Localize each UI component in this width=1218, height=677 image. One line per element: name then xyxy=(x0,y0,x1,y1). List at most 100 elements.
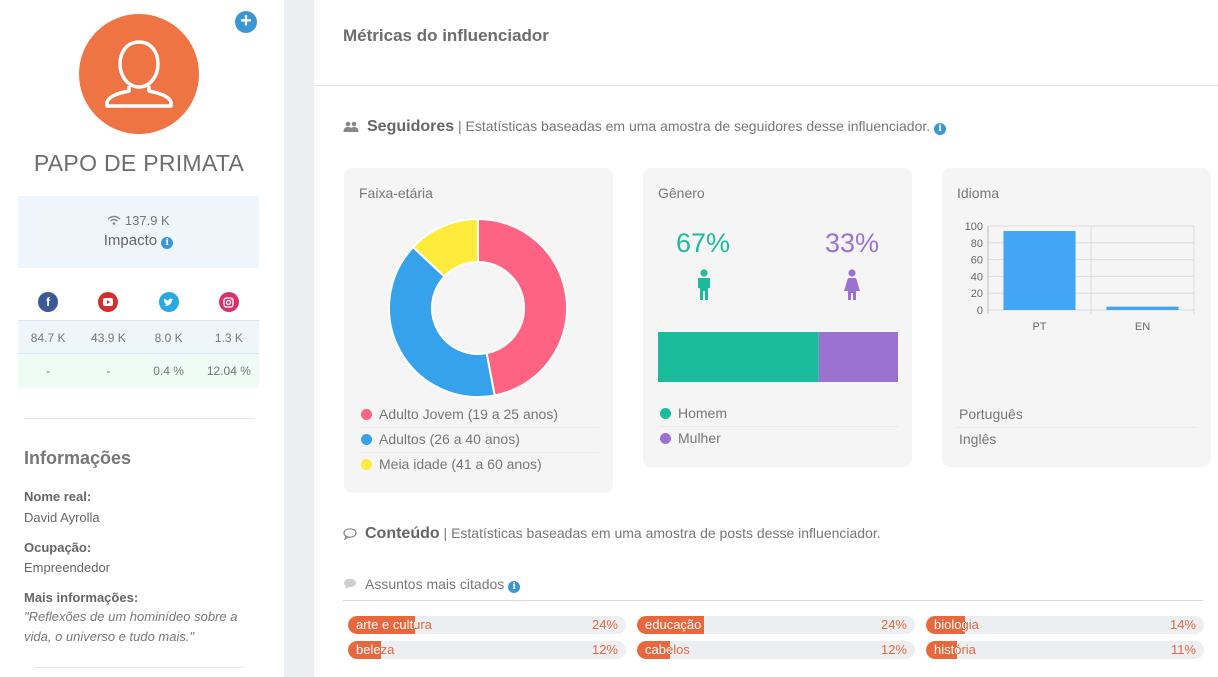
info-icon[interactable]: i xyxy=(508,581,521,593)
topic-name-clip: beleza xyxy=(348,641,381,659)
camera-icon xyxy=(223,296,235,308)
twitter-icon[interactable] xyxy=(158,292,179,312)
topic-name-overlay: arte e cultura xyxy=(356,617,415,632)
topic-name-overlay: história xyxy=(934,642,957,657)
legend-label: Mulher xyxy=(678,430,721,446)
content-section-header: Conteúdo | Estatísticas baseadas em uma … xyxy=(343,525,881,543)
users-icon xyxy=(343,121,359,133)
real-name-value: David Ayrolla xyxy=(24,510,100,525)
topics-header: Assuntos mais citados i xyxy=(343,576,521,593)
y-tick-label: 0 xyxy=(977,305,983,317)
user-silhouette-icon xyxy=(105,40,173,108)
info-icon[interactable]: i xyxy=(934,123,947,135)
wifi-icon xyxy=(107,215,121,225)
page-title: Métricas do influenciador xyxy=(343,26,549,45)
legend-dot xyxy=(361,459,372,470)
sidebar-gutter xyxy=(284,0,314,677)
topic-item[interactable]: educação educação 24% xyxy=(637,616,915,634)
topic-progress-fill xyxy=(926,641,957,659)
donut-slice[interactable] xyxy=(388,245,496,398)
info-icon[interactable]: i xyxy=(161,237,174,249)
profile-name: PAPO DE PRIMATA xyxy=(33,150,245,176)
x-tick-label: EN xyxy=(1135,321,1150,333)
legend-separator xyxy=(957,427,1197,428)
add-influencer-button[interactable]: + xyxy=(235,11,257,33)
donut-slice[interactable] xyxy=(477,217,568,397)
topic-progress-fill xyxy=(637,641,670,659)
topic-percent: 24% xyxy=(880,617,907,632)
age-legend-item: Meia idade (41 a 60 anos) xyxy=(361,456,542,472)
legend-separator xyxy=(658,426,898,427)
topic-percent: 24% xyxy=(591,617,618,632)
topic-name-overlay: beleza xyxy=(356,642,381,657)
topic-name-clip: história xyxy=(926,641,957,659)
legend-dot xyxy=(660,408,671,419)
engagement-per-network-row: - - 0.4 % 12.04 % xyxy=(18,354,259,388)
age-card-title: Faixa-etária xyxy=(359,185,433,201)
y-tick-label: 60 xyxy=(971,255,983,267)
gender-bar-segment[interactable] xyxy=(818,332,898,382)
gender-stacked-bar xyxy=(658,332,898,382)
occupation-value: Empreendedor xyxy=(24,560,110,575)
instagram-followers: 1.3 K xyxy=(214,331,243,345)
y-tick-label: 20 xyxy=(971,288,983,300)
instagram-icon[interactable] xyxy=(218,292,239,312)
age-legend-item: Adultos (26 a 40 anos) xyxy=(361,431,520,447)
followers-per-network-row: 84.7 K 43.9 K 8.0 K 1.3 K xyxy=(18,320,259,354)
sidebar-divider xyxy=(24,418,254,419)
legend-label: Meia idade (41 a 60 anos) xyxy=(379,456,542,472)
social-icons-row: f xyxy=(18,288,259,316)
topic-name: educação xyxy=(645,617,702,632)
topic-name-clip: educação xyxy=(637,616,704,634)
legend-dot xyxy=(660,433,671,444)
facebook-engagement: - xyxy=(46,364,51,378)
language-card-title: Idioma xyxy=(957,185,1000,201)
impact-value: 137.9 K xyxy=(124,213,170,228)
y-tick-label: 40 xyxy=(971,271,983,283)
main-header: Métricas do influenciador xyxy=(314,0,1218,86)
youtube-icon[interactable] xyxy=(98,292,119,312)
topic-name: história xyxy=(934,642,976,657)
bird-icon xyxy=(163,297,174,306)
age-legend-item: Adulto Jovem (19 a 25 anos) xyxy=(361,406,558,422)
topic-name-overlay: cabelos xyxy=(645,642,670,657)
topic-percent: 12% xyxy=(880,642,907,657)
gender-card: Gênero 67% 33% Homem Mulher xyxy=(643,168,912,467)
language-bar-chart: 0 20 40 60 80 100 PT EN xyxy=(965,221,1195,333)
topic-progress-fill xyxy=(348,616,415,634)
topic-progress-fill xyxy=(637,616,704,634)
male-person-icon xyxy=(698,269,710,300)
facebook-icon[interactable]: f xyxy=(38,292,59,312)
topic-name-overlay: educação xyxy=(645,617,702,632)
gender-bar-segment[interactable] xyxy=(658,332,819,382)
info-title: Informações xyxy=(24,448,132,468)
topic-item[interactable]: belezabeleza12% xyxy=(348,641,626,659)
youtube-followers: 43.9 K xyxy=(91,331,126,345)
followers-section-header: Seguidores | Estatísticas baseadas em um… xyxy=(343,118,947,136)
legend-label: Homem xyxy=(678,405,728,421)
followers-section-subtitle: | Estatísticas baseadas em uma amostra d… xyxy=(458,118,931,134)
topic-item[interactable]: históriahistória11% xyxy=(926,641,1204,659)
topics-title: Assuntos mais citados xyxy=(365,576,505,592)
gender-legend-item: Homem xyxy=(660,405,727,421)
language-bar[interactable] xyxy=(1106,306,1179,310)
donut-slice[interactable] xyxy=(411,217,479,278)
youtube-engagement: - xyxy=(106,364,111,378)
language-bar[interactable] xyxy=(1003,231,1076,310)
more-info-value: "Reflexões de um hominídeo sobre a vida,… xyxy=(24,609,238,644)
topic-progress-fill xyxy=(926,616,965,634)
legend-label: Adultos (26 a 40 anos) xyxy=(379,431,520,447)
comment-icon xyxy=(343,528,357,541)
impact-label-line: Impacto i xyxy=(18,232,259,249)
avatar xyxy=(79,14,199,134)
topic-item[interactable]: biologiabiologia14% xyxy=(926,616,1204,634)
impact-value-line: 137.9 K xyxy=(18,213,259,228)
facebook-followers: 84.7 K xyxy=(30,331,66,345)
twitter-engagement: 0.4 % xyxy=(153,364,184,378)
topic-name-overlay: biologia xyxy=(934,617,965,632)
topic-item[interactable]: cabeloscabelos12% xyxy=(637,641,915,659)
female-percent: 33% xyxy=(825,228,880,258)
comment-icon xyxy=(344,578,356,589)
legend-separator xyxy=(359,452,599,453)
